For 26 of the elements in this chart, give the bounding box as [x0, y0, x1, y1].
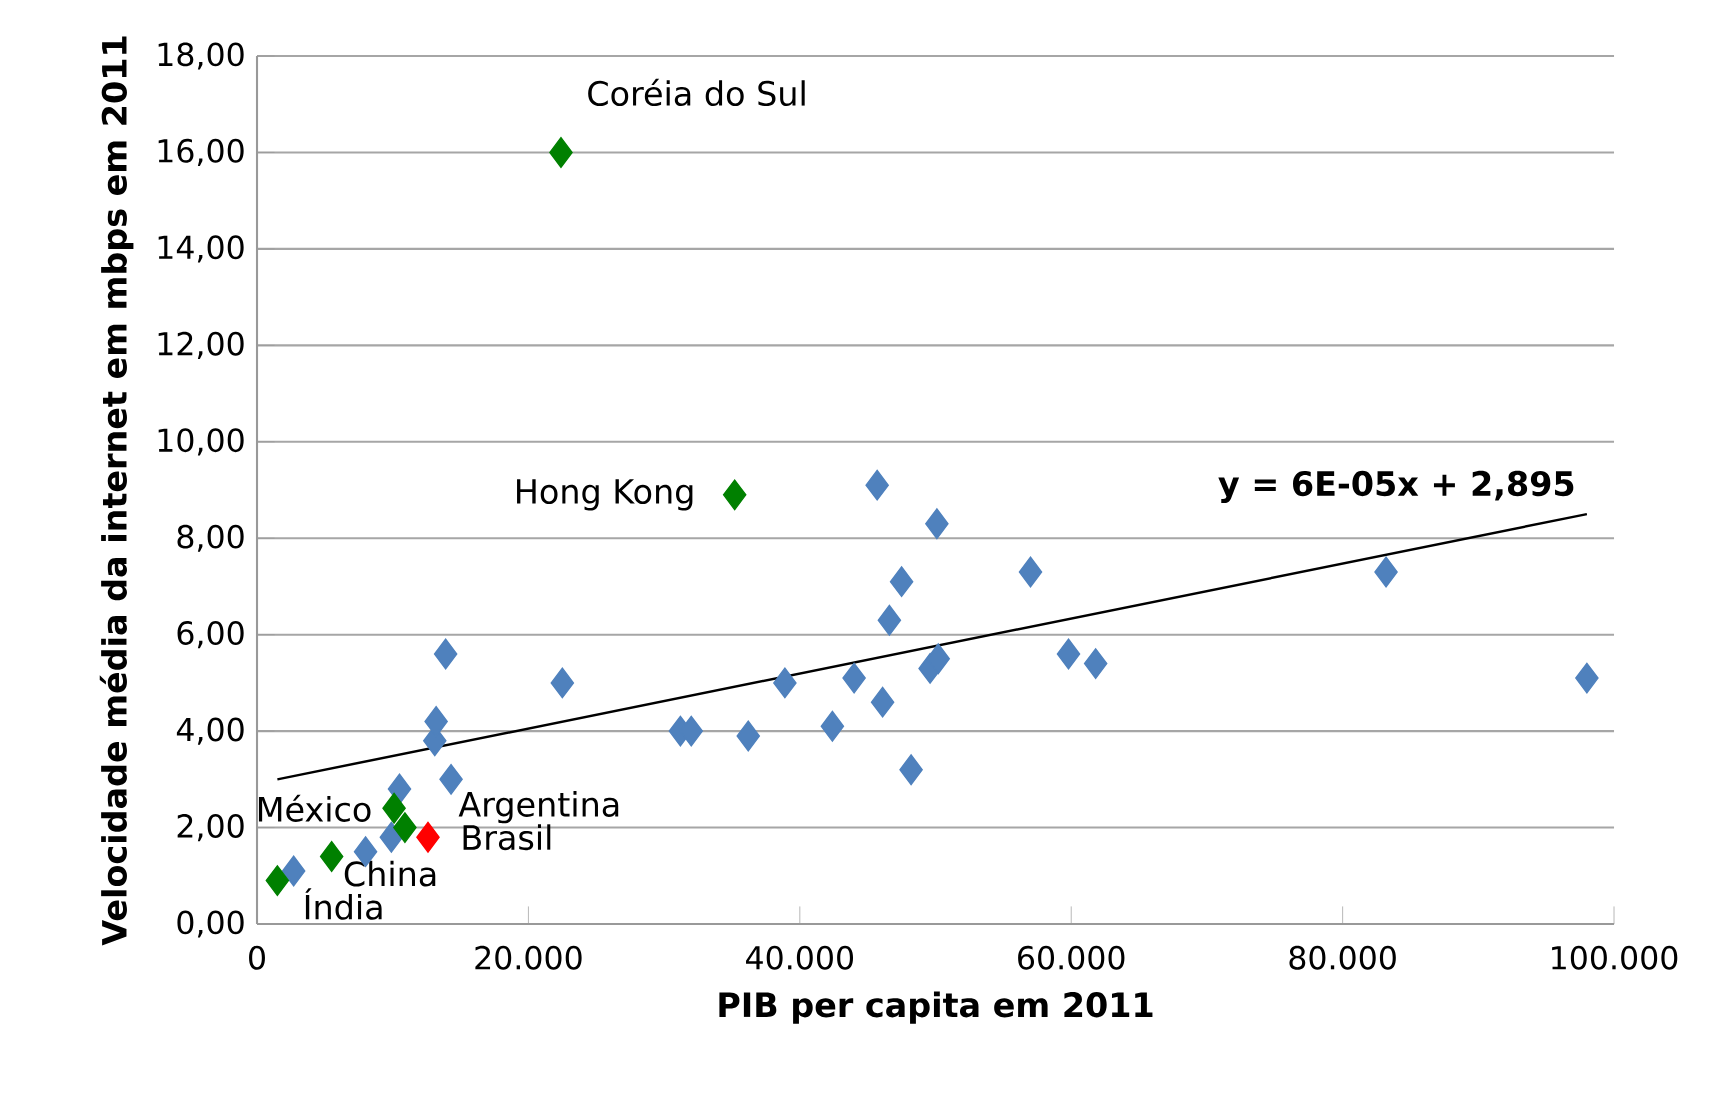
x-tick-label: 0 — [249, 945, 265, 970]
y-tick-label: 2,00 — [177, 813, 244, 842]
y-tick-label: 0,00 — [177, 910, 244, 938]
y-axis-title: Velocidade média da internet em mbps em 2011 — [99, 36, 134, 946]
y-tick-label: 6,00 — [177, 621, 244, 649]
y-tick-label: 14,00 — [158, 235, 244, 263]
annotation: Índia — [305, 888, 382, 920]
series-label: y = 6E-05x + 2,895 — [1218, 470, 1574, 503]
annotation: México — [258, 794, 371, 822]
annotation: China — [344, 860, 436, 887]
y-tick-label: 8,00 — [177, 524, 244, 552]
x-tick-label: 80.000 — [1289, 945, 1396, 970]
y-tick-label: 18,00 — [158, 42, 244, 70]
annotation: Brasil — [463, 824, 551, 851]
x-tick-label: 100.000 — [1552, 945, 1678, 970]
y-tick-label: 4,00 — [176, 717, 244, 745]
y-tick-label: 16,00 — [158, 138, 244, 167]
y-tick-label: 10,00 — [158, 428, 244, 456]
x-axis-title: PIB per capita em 2011 — [719, 991, 1153, 1024]
annotation: Argentina — [458, 791, 619, 824]
y-tick-label: 12,00 — [158, 331, 244, 359]
annotation: Hong Kong — [517, 479, 693, 511]
annotation: Coréia do Sul — [588, 78, 805, 107]
x-tick-label: 60.000 — [1018, 945, 1125, 970]
x-tick-label: 40.000 — [746, 945, 854, 970]
x-tick-label: 20.000 — [475, 945, 582, 970]
